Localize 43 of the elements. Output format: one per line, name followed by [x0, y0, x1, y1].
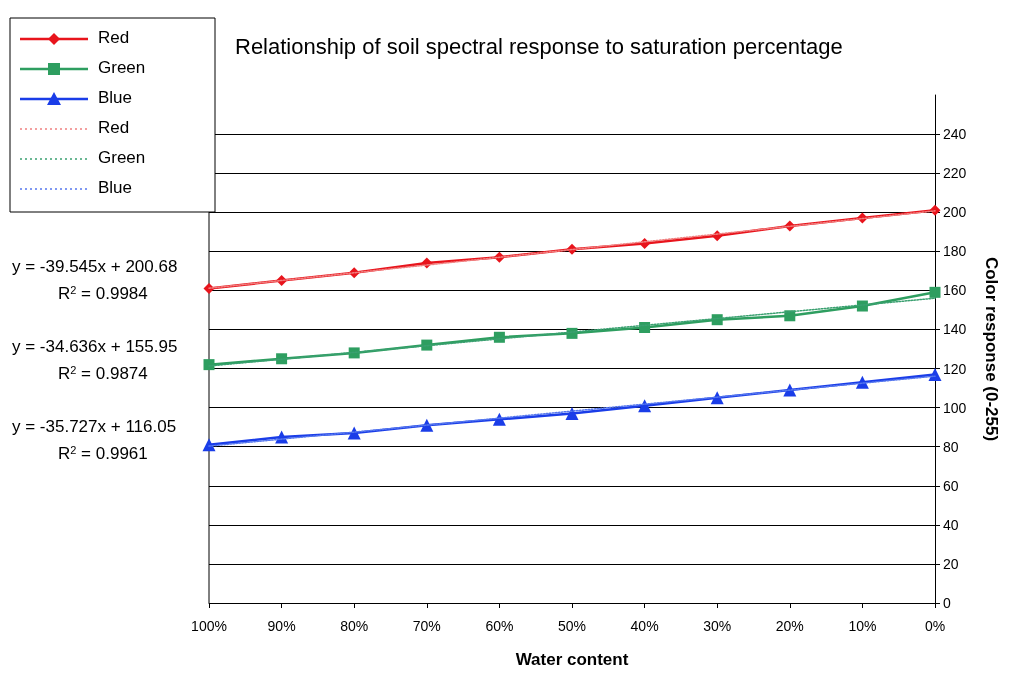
x-tick-label: 30%: [703, 618, 732, 634]
legend-label: Blue: [98, 178, 133, 197]
y-tick-label: 140: [943, 321, 967, 338]
legend-label: Green: [98, 58, 146, 77]
y-tick-label: 160: [943, 282, 967, 299]
legend-label: Red: [98, 118, 130, 137]
point: [565, 406, 579, 420]
x-tick-label: 10%: [848, 618, 877, 634]
x-tick-label: 70%: [412, 618, 441, 634]
x-axis-title: Water content: [515, 650, 629, 669]
y-tick-label: 120: [943, 360, 967, 377]
y-tick-label: 20: [943, 555, 959, 572]
x-tick-label: 90%: [267, 618, 296, 634]
y-tick-label: 240: [943, 126, 967, 143]
text: y = -34.636x + 155.95: [12, 337, 178, 356]
y-tick-label: 100: [943, 399, 967, 416]
point: [347, 426, 361, 440]
y-tick-label: 220: [943, 165, 967, 182]
text: y = -39.545x + 200.68: [12, 257, 178, 276]
x-tick-label: 40%: [630, 618, 659, 634]
y-tick-label: 200: [943, 204, 967, 221]
y-tick-label: 0: [943, 595, 951, 611]
legend-label: Green: [98, 148, 146, 167]
chart-title: Relationship of soil spectral response to saturation percentage: [235, 33, 843, 59]
legend-label: Blue: [98, 88, 133, 107]
y-axis-title: Color response (0-255): [982, 256, 1001, 442]
x-tick-label: 80%: [340, 618, 369, 634]
legend-label: Red: [98, 28, 130, 47]
x-tick-label: 60%: [485, 618, 514, 634]
text: y = -35.727x + 116.05: [12, 417, 177, 436]
y-tick-label: 80: [943, 438, 959, 455]
point: [928, 367, 942, 381]
point: [783, 383, 797, 397]
x-tick-label: 100%: [191, 618, 227, 634]
x-tick-label: 50%: [557, 618, 587, 634]
point: [929, 286, 941, 298]
y-tick-label: 180: [943, 243, 967, 260]
x-tick-label: 20%: [775, 618, 804, 634]
x-tick-label: 0%: [924, 618, 946, 634]
point: [203, 359, 215, 371]
y-tick-label: 60: [943, 477, 959, 494]
point: [638, 399, 652, 413]
y-tick-label: 40: [943, 516, 959, 533]
